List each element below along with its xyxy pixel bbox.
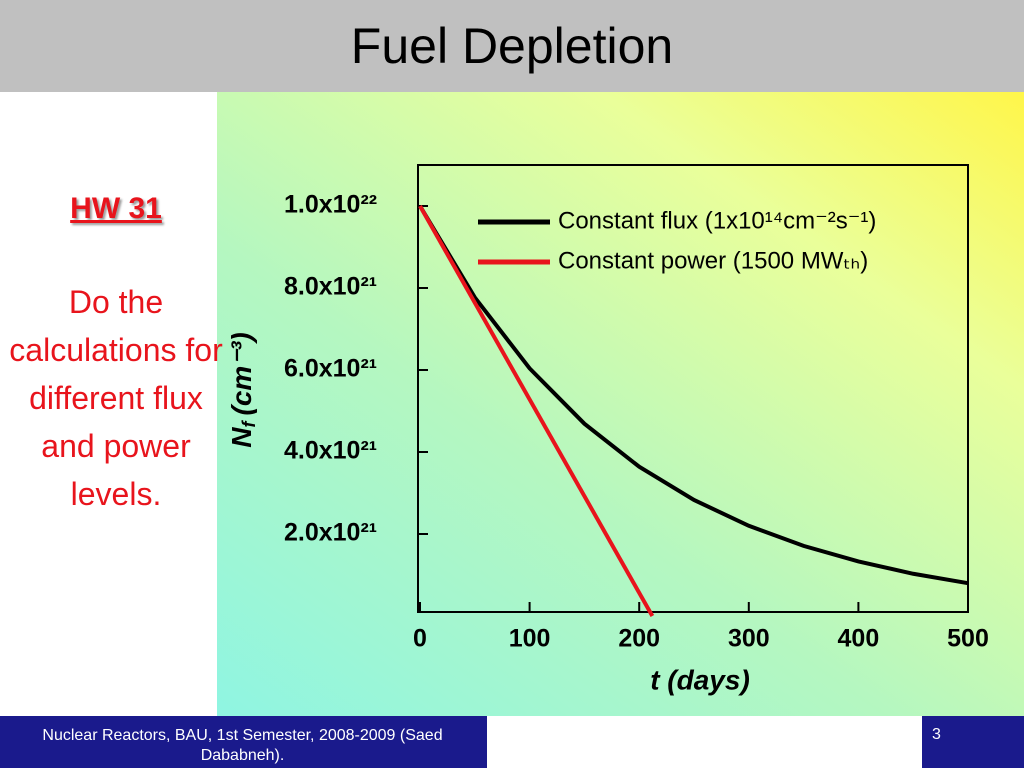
- data-line: [418, 204, 969, 586]
- footer-box: [487, 716, 922, 768]
- y-tick-label: 2.0x10²¹: [284, 519, 377, 547]
- hw-label: HW 31: [70, 192, 162, 225]
- y-label-subscript: f: [239, 420, 259, 428]
- y-tick-label: 1.0x10²²: [284, 191, 377, 219]
- y-axis-label: Nf (cm⁻³): [226, 332, 258, 447]
- page-number: 3: [932, 726, 941, 743]
- legend-label: Constant flux (1x10¹⁴cm⁻²s⁻¹): [558, 207, 876, 234]
- x-axis-label: t (days): [650, 664, 750, 695]
- x-tick-label: 0: [413, 625, 427, 653]
- y-label-unit: (cm⁻³): [226, 332, 257, 415]
- legend-label: Constant power (1500 MWₜₕ): [558, 247, 868, 274]
- chart: t (days) Nf (cm⁻³) 0 100 200 300 400 500 2.0x10…: [226, 164, 989, 695]
- plot-frame: [417, 164, 969, 613]
- y-tick-label: 8.0x10²¹: [284, 273, 377, 301]
- y-label-symbol: N: [226, 427, 257, 448]
- footer-text: Nuclear Reactors, BAU, 1st Semester, 200…: [42, 727, 443, 764]
- y-tick-label: 4.0x10²¹: [284, 437, 377, 465]
- x-tick-label: 300: [728, 625, 770, 653]
- task-text: Do the calculations for different flux a…: [9, 284, 223, 512]
- x-tick-label: 200: [618, 625, 660, 653]
- data-line: [418, 205, 655, 617]
- x-tick-label: 500: [947, 625, 989, 653]
- x-tick-label: 400: [838, 625, 880, 653]
- x-tick-label: 100: [509, 625, 551, 653]
- slide-title: Fuel Depletion: [0, 0, 1024, 92]
- y-tick-label: 6.0x10²¹: [284, 355, 377, 383]
- footer: Nuclear Reactors, BAU, 1st Semester, 200…: [0, 716, 1024, 768]
